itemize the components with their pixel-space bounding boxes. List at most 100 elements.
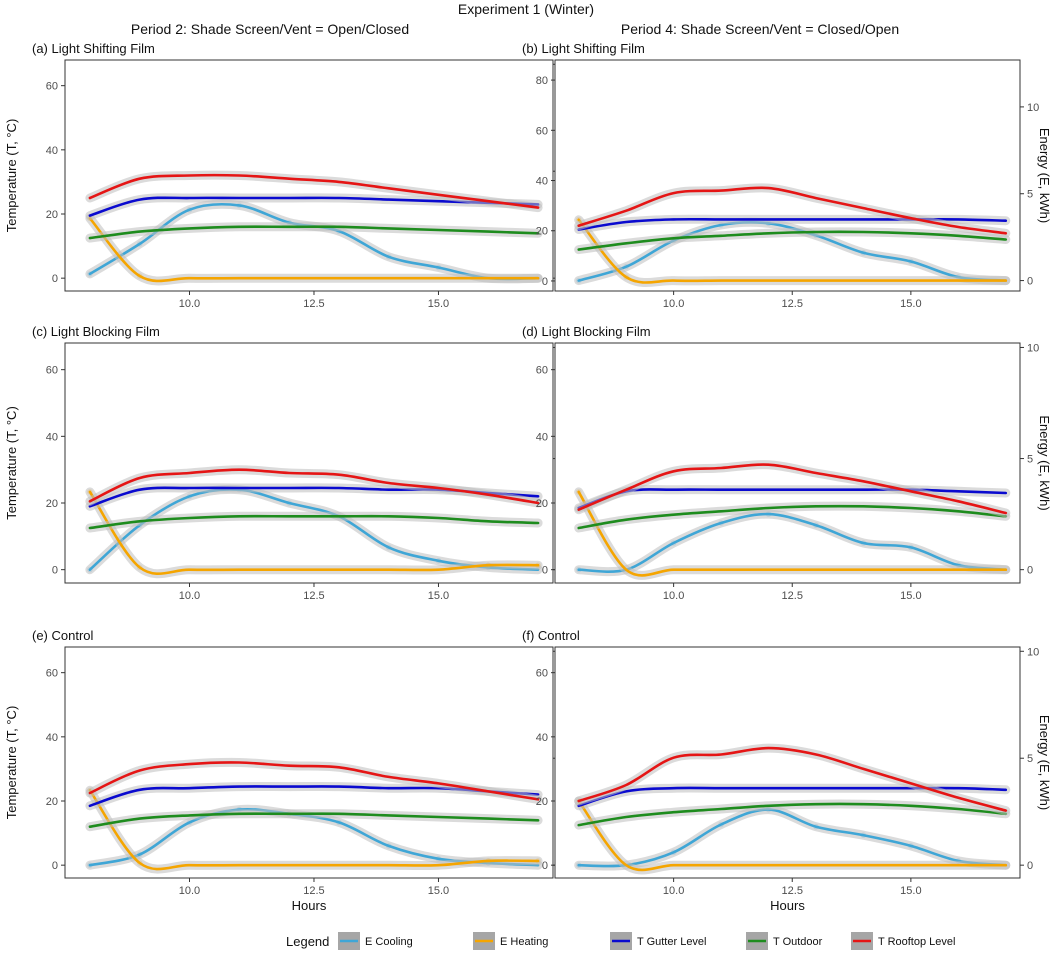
x-tick-label: 10.0 [663, 590, 684, 602]
panel-4: (d) Light Blocking Film 10.0 12.5 15.0 0 20 40… [522, 324, 1052, 602]
series-line [577, 799, 1008, 872]
y-tick-label: 40 [46, 732, 58, 744]
panel-6: (f) Control 10.0 12.5 15.0 0 20 40 60 0 5 10 Energy… [522, 628, 1052, 913]
figure-title: Experiment 1 (Winter) [458, 1, 594, 17]
series-line [88, 217, 540, 283]
y-tick-label: 0 [542, 276, 548, 288]
y-tick-label: 20 [536, 796, 548, 808]
y2-tick-label: 5 [1027, 189, 1033, 201]
column-title-left: Period 2: Shade Screen/Vent = Open/Close… [131, 21, 409, 37]
y2-tick-label: 0 [1027, 565, 1033, 577]
y-axis-title: Temperature (T, °C) [4, 706, 19, 820]
y-tick-label: 0 [542, 565, 548, 577]
plot-frame [554, 646, 1021, 879]
series-t-gutter-level [574, 484, 1011, 513]
x-tick-label: 15.0 [428, 298, 449, 310]
series-line [88, 789, 540, 871]
legend-label: T Gutter Level [637, 936, 707, 948]
legend-title: Legend [286, 934, 329, 949]
panel-title: (f) Control [522, 628, 580, 643]
series-line [577, 230, 1008, 251]
series-line [88, 514, 540, 530]
panel-title: (b) Light Shifting Film [522, 41, 645, 56]
y-tick-label: 60 [536, 668, 548, 680]
series-line [577, 186, 1008, 235]
series-line [88, 490, 540, 576]
y-tick-label: 20 [46, 498, 58, 510]
y-tick-label: 60 [536, 125, 548, 137]
series-e-heating [85, 487, 543, 579]
y-tick-label: 60 [46, 81, 58, 93]
x-tick-label: 10.0 [179, 590, 200, 602]
series-line [577, 490, 1008, 577]
y-tick-label: 0 [52, 860, 58, 872]
panel-2: (b) Light Shifting Film 10.0 12.5 15.0 0 20 40… [522, 41, 1052, 310]
x-tick-label: 15.0 [900, 590, 921, 602]
y2-tick-label: 10 [1027, 342, 1039, 354]
y-tick-label: 0 [52, 565, 58, 577]
series-e-heating [574, 487, 1011, 580]
legend-item-e-cooling: E Cooling [338, 932, 413, 950]
x-tick-label: 12.5 [782, 885, 803, 897]
x-tick-label: 12.5 [782, 298, 803, 310]
x-tick-label: 10.0 [663, 298, 684, 310]
panel-1: (a) Light Shifting Film 10.0 12.5 15.0 0 20 40… [4, 41, 572, 310]
column-title-right: Period 4: Shade Screen/Vent = Closed/Ope… [621, 21, 899, 37]
series-line [577, 488, 1008, 510]
panel-3: (c) Light Blocking Film 10.0 12.5 15.0 0 20 40… [4, 324, 572, 602]
x-tick-label: 10.0 [179, 298, 200, 310]
y-tick-label: 0 [542, 860, 548, 872]
y2-axis-title: Energy (E, kWh) [1037, 415, 1052, 510]
series-e-heating [85, 785, 543, 874]
legend-label: E Heating [500, 936, 548, 948]
legend-item-t-rooftop-level: T Rooftop Level [851, 932, 955, 950]
series-line [88, 761, 540, 801]
y2-tick-label: 5 [1027, 753, 1033, 765]
y-tick-label: 40 [46, 431, 58, 443]
x-axis-title: Hours [292, 898, 327, 913]
y-tick-label: 60 [536, 365, 548, 377]
series-line [577, 746, 1008, 812]
series-line [88, 225, 540, 240]
y2-axis-title: Energy (E, kWh) [1037, 715, 1052, 810]
x-axis-title: Hours [770, 898, 805, 913]
series-t-rooftop-level [85, 170, 543, 213]
x-tick-label: 15.0 [428, 885, 449, 897]
series-t-rooftop-level [85, 465, 543, 508]
series-line [88, 468, 540, 505]
series-line [88, 173, 540, 209]
x-tick-label: 12.5 [303, 590, 324, 602]
y-tick-label: 60 [46, 365, 58, 377]
series-t-outdoor [85, 222, 543, 243]
panel-title: (d) Light Blocking Film [522, 324, 651, 339]
plot-frame [64, 342, 554, 584]
y-tick-label: 60 [46, 668, 58, 680]
x-tick-label: 10.0 [663, 885, 684, 897]
y-tick-label: 20 [46, 796, 58, 808]
series-e-heating [574, 215, 1011, 287]
legend-item-t-outdoor: T Outdoor [746, 932, 823, 950]
legend-label: T Rooftop Level [878, 936, 955, 948]
series-line [577, 808, 1008, 868]
panel-5: (e) Control10.012.515.002040600510Temper… [4, 628, 572, 913]
legend-label: T Outdoor [773, 936, 823, 948]
y-tick-label: 80 [536, 75, 548, 87]
y-tick-label: 40 [46, 145, 58, 157]
series-line [577, 512, 1008, 573]
series-line [88, 812, 540, 828]
series-t-outdoor [574, 501, 1011, 533]
series-t-outdoor [85, 809, 543, 832]
series-t-rooftop-level [574, 743, 1011, 816]
y-tick-label: 40 [536, 431, 548, 443]
series-line [577, 463, 1008, 515]
y2-tick-label: 0 [1027, 860, 1033, 872]
panels: (a) Light Shifting Film 10.0 12.5 15.0 0 20 40… [4, 41, 1052, 913]
series-t-outdoor [574, 799, 1011, 830]
y-tick-label: 40 [536, 732, 548, 744]
x-tick-label: 15.0 [900, 885, 921, 897]
y-tick-label: 20 [46, 209, 58, 221]
series-e-cooling [574, 805, 1011, 871]
series-line [577, 504, 1008, 530]
series-e-cooling [574, 509, 1011, 577]
